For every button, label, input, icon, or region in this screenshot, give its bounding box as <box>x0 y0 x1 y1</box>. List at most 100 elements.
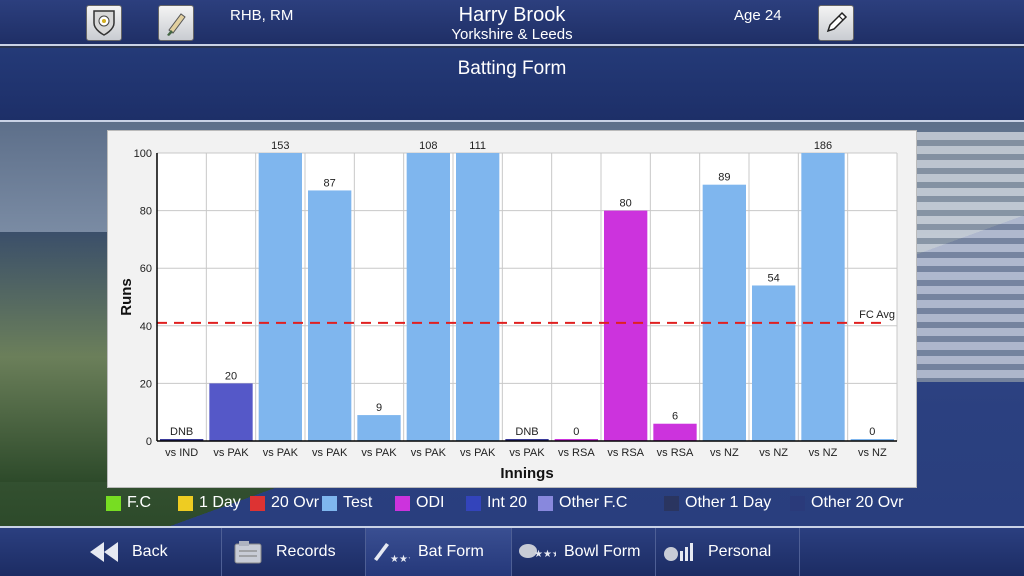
records-button[interactable]: Records <box>222 528 366 576</box>
y-tick-label: 0 <box>146 436 152 448</box>
bar <box>554 439 598 441</box>
y-tick-label: 80 <box>140 206 152 218</box>
title-bar: Batting Form <box>0 48 1024 122</box>
x-tick-label: vs NZ <box>858 447 887 459</box>
player-name: Harry Brook <box>458 4 566 26</box>
bar-value-label: DNB <box>170 426 193 438</box>
legend-label: Test <box>343 494 373 511</box>
bowl-form-button[interactable]: ★★★ Bowl Form <box>512 528 656 576</box>
legend-swatch <box>790 495 805 511</box>
x-tick-label: vs RSA <box>607 447 644 459</box>
legend-item-20ovr: 20 Ovr <box>250 494 319 512</box>
bar <box>752 285 796 441</box>
legend-item-other-fc: Other F.C <box>538 494 627 512</box>
y-tick-label: 100 <box>134 148 152 160</box>
bar-value-label: 153 <box>271 140 289 152</box>
legend-label: F.C <box>127 494 151 511</box>
svg-text:★★★: ★★★ <box>534 549 556 560</box>
bar <box>258 153 302 441</box>
y-tick-label: 40 <box>140 321 152 333</box>
stadium-stand <box>0 232 120 482</box>
legend-label: Int 20 <box>487 494 528 511</box>
bat-form-button[interactable]: ★★★ Bat Form <box>366 528 512 576</box>
player-team: Yorkshire & Leeds <box>451 26 573 43</box>
page-title: Batting Form <box>457 58 567 79</box>
back-button[interactable]: Back <box>0 528 222 576</box>
legend-item-other-20ovr: Other 20 Ovr <box>790 494 903 512</box>
bar-value-label: 186 <box>814 140 832 152</box>
legend-swatch <box>322 495 337 511</box>
legend-swatch <box>538 495 553 511</box>
bar <box>456 153 500 441</box>
x-tick-label: vs RSA <box>558 447 595 459</box>
cricket-bat-icon[interactable] <box>158 5 194 41</box>
legend-item-1day: 1 Day <box>178 494 241 512</box>
ball-icon: ★★★ <box>516 538 556 566</box>
x-tick-label: vs PAK <box>361 447 397 459</box>
bar-value-label: 111 <box>469 140 486 152</box>
bar-value-label: 6 <box>672 411 678 423</box>
bar <box>357 415 401 441</box>
player-header: RHB, RM Harry Brook Yorkshire & Leeds Ag… <box>0 0 1024 46</box>
bar-value-label: 0 <box>573 426 579 438</box>
bar-value-label: DNB <box>515 426 538 438</box>
chart-legend: F.C 1 Day 20 Ovr Test ODI Int 20 Other F… <box>106 492 926 516</box>
svg-text:★★★: ★★★ <box>390 554 410 565</box>
back-arrow-icon <box>84 538 124 566</box>
legend-swatch <box>466 495 481 511</box>
bar-value-label: 80 <box>620 198 632 210</box>
legend-item-other-1day: Other 1 Day <box>664 494 771 512</box>
bar-value-label: 87 <box>324 177 336 189</box>
legend-swatch <box>395 495 410 511</box>
records-label: Records <box>276 543 336 560</box>
legend-swatch <box>106 495 121 511</box>
bar-value-label: 20 <box>225 370 237 382</box>
bar <box>801 153 845 441</box>
stadium-building <box>914 132 1024 382</box>
legend-item-test: Test <box>322 494 372 512</box>
bar-value-label: 9 <box>376 402 382 414</box>
x-tick-label: vs PAK <box>312 447 348 459</box>
player-age: Age 24 <box>734 7 782 24</box>
bar <box>850 439 894 441</box>
bar-value-label: 89 <box>718 172 730 184</box>
legend-label: ODI <box>416 494 445 511</box>
legend-swatch <box>178 495 193 511</box>
y-tick-label: 20 <box>140 378 152 390</box>
legend-item-fc: F.C <box>106 494 151 512</box>
y-axis-title: Runs <box>118 278 135 316</box>
legend-swatch <box>250 495 265 511</box>
x-tick-label: vs NZ <box>809 447 838 459</box>
bat-form-label: Bat Form <box>418 543 484 560</box>
x-tick-label: vs PAK <box>213 447 249 459</box>
x-axis-title: Innings <box>500 465 553 482</box>
bowl-form-label: Bowl Form <box>564 543 641 560</box>
bar <box>702 184 746 441</box>
legend-item-int20: Int 20 <box>466 494 527 512</box>
edit-pencil-icon[interactable] <box>818 5 854 41</box>
legend-label: 20 Ovr <box>271 494 320 511</box>
batting-form-chart: 0 20 40 60 80 100 DNB vs IND 20 vs PAK 153 vs PAK 87… <box>107 130 917 488</box>
x-tick-label: vs PAK <box>263 447 299 459</box>
bar-value-label: 54 <box>768 272 780 284</box>
x-tick-label: vs IND <box>165 447 198 459</box>
bar <box>160 439 204 441</box>
legend-label: Other 20 Ovr <box>811 494 904 511</box>
x-tick-label: vs PAK <box>411 447 447 459</box>
bar-value-label: 0 <box>869 426 875 438</box>
county-crest-icon[interactable] <box>86 5 122 41</box>
bar <box>505 439 549 441</box>
legend-item-odi: ODI <box>395 494 444 512</box>
legend-label: 1 Day <box>199 494 241 511</box>
records-icon <box>228 538 268 566</box>
personal-button[interactable]: Personal <box>656 528 800 576</box>
bat-icon: ★★★ <box>370 538 410 566</box>
personal-label: Personal <box>708 543 772 560</box>
x-tick-label: vs NZ <box>710 447 739 459</box>
bar <box>308 190 352 441</box>
x-tick-label: vs PAK <box>460 447 496 459</box>
bar <box>653 423 697 441</box>
x-tick-label: vs NZ <box>759 447 788 459</box>
x-tick-label: vs RSA <box>657 447 694 459</box>
